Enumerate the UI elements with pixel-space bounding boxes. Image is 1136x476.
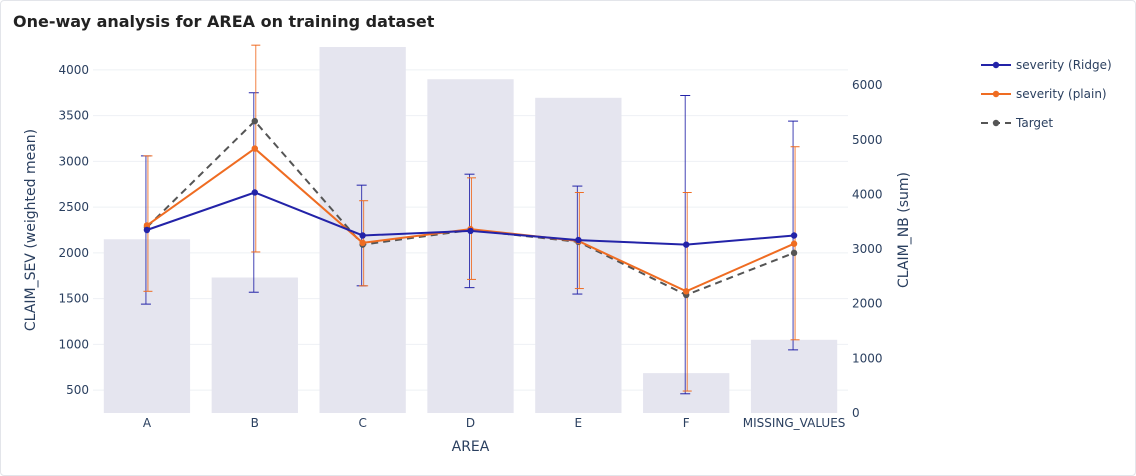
series-point (251, 145, 258, 152)
legend-label: Target (1015, 116, 1053, 130)
bar-C (319, 47, 406, 413)
y-right-tick-label: 5000 (852, 133, 883, 147)
bar-series (103, 47, 838, 414)
y-right-tick-label: 0 (852, 406, 860, 420)
series-point (790, 240, 798, 247)
y-right-tick-label: 1000 (852, 351, 883, 365)
y-left-axis-title: CLAIM_SEV (weighted mean) (23, 129, 39, 331)
bar-MISSING_VALUES (750, 339, 838, 413)
y-left-tick-label: 3000 (58, 154, 89, 168)
y-right-tick-label: 4000 (852, 187, 883, 201)
series-point (359, 239, 366, 247)
y-right-tick-label: 6000 (852, 78, 883, 92)
legend-marker (992, 90, 1000, 98)
chart-title: One-way analysis for AREA on training da… (13, 12, 435, 31)
series-point (575, 236, 582, 244)
y-right-tick-label: 2000 (852, 297, 883, 311)
legend-marker (992, 119, 1000, 127)
series-point (683, 288, 690, 295)
series-point (143, 222, 151, 229)
legend-item-0[interactable]: severity (Ridge) (981, 58, 1112, 72)
x-tick-label: C (358, 416, 366, 430)
legend-label: severity (Ridge) (1016, 58, 1112, 72)
series-point (251, 117, 258, 125)
series-point (359, 232, 366, 239)
y-left-tick-label: 1500 (58, 292, 89, 306)
y-left-tick-label: 1000 (58, 337, 89, 351)
series-point (143, 226, 151, 234)
x-tick-label: B (251, 416, 259, 430)
y-left-tick-label: 500 (66, 383, 89, 397)
legend[interactable]: severity (Ridge) severity (plain) Target (981, 58, 1112, 130)
bar-B (211, 277, 298, 413)
bar-A (103, 239, 191, 413)
legend-item-1[interactable]: severity (plain) (981, 87, 1107, 101)
legend-label: severity (plain) (1016, 87, 1107, 101)
series-point (467, 227, 474, 235)
x-axis-title: AREA (452, 439, 490, 455)
series-point (683, 241, 690, 248)
y-right-tick-label: 3000 (852, 242, 883, 256)
line-series (143, 117, 798, 299)
bar-D (427, 79, 514, 413)
y-left-tick-label: 2000 (58, 246, 89, 260)
y-left-tick-label: 3500 (58, 109, 89, 123)
y-left-tick-label: 2500 (58, 200, 89, 214)
y-left-tick-label: 4000 (58, 63, 89, 77)
legend-marker (992, 61, 1000, 69)
x-tick-label: F (683, 416, 690, 430)
axes: 500 1000 1500 2000 2500 3000 3500 4000 0 1000 2000… (23, 63, 912, 455)
y-right-axis-title: CLAIM_NB (sum) (896, 172, 912, 288)
bar-F (643, 373, 730, 413)
x-tick-label: E (575, 416, 583, 430)
x-tick-label: A (143, 416, 152, 430)
x-tick-label: D (466, 416, 475, 430)
series-point (790, 249, 798, 257)
series-point (251, 189, 258, 196)
series-point (790, 232, 798, 239)
legend-item-2[interactable]: Target (981, 116, 1053, 130)
x-tick-label: MISSING_VALUES (743, 416, 846, 430)
